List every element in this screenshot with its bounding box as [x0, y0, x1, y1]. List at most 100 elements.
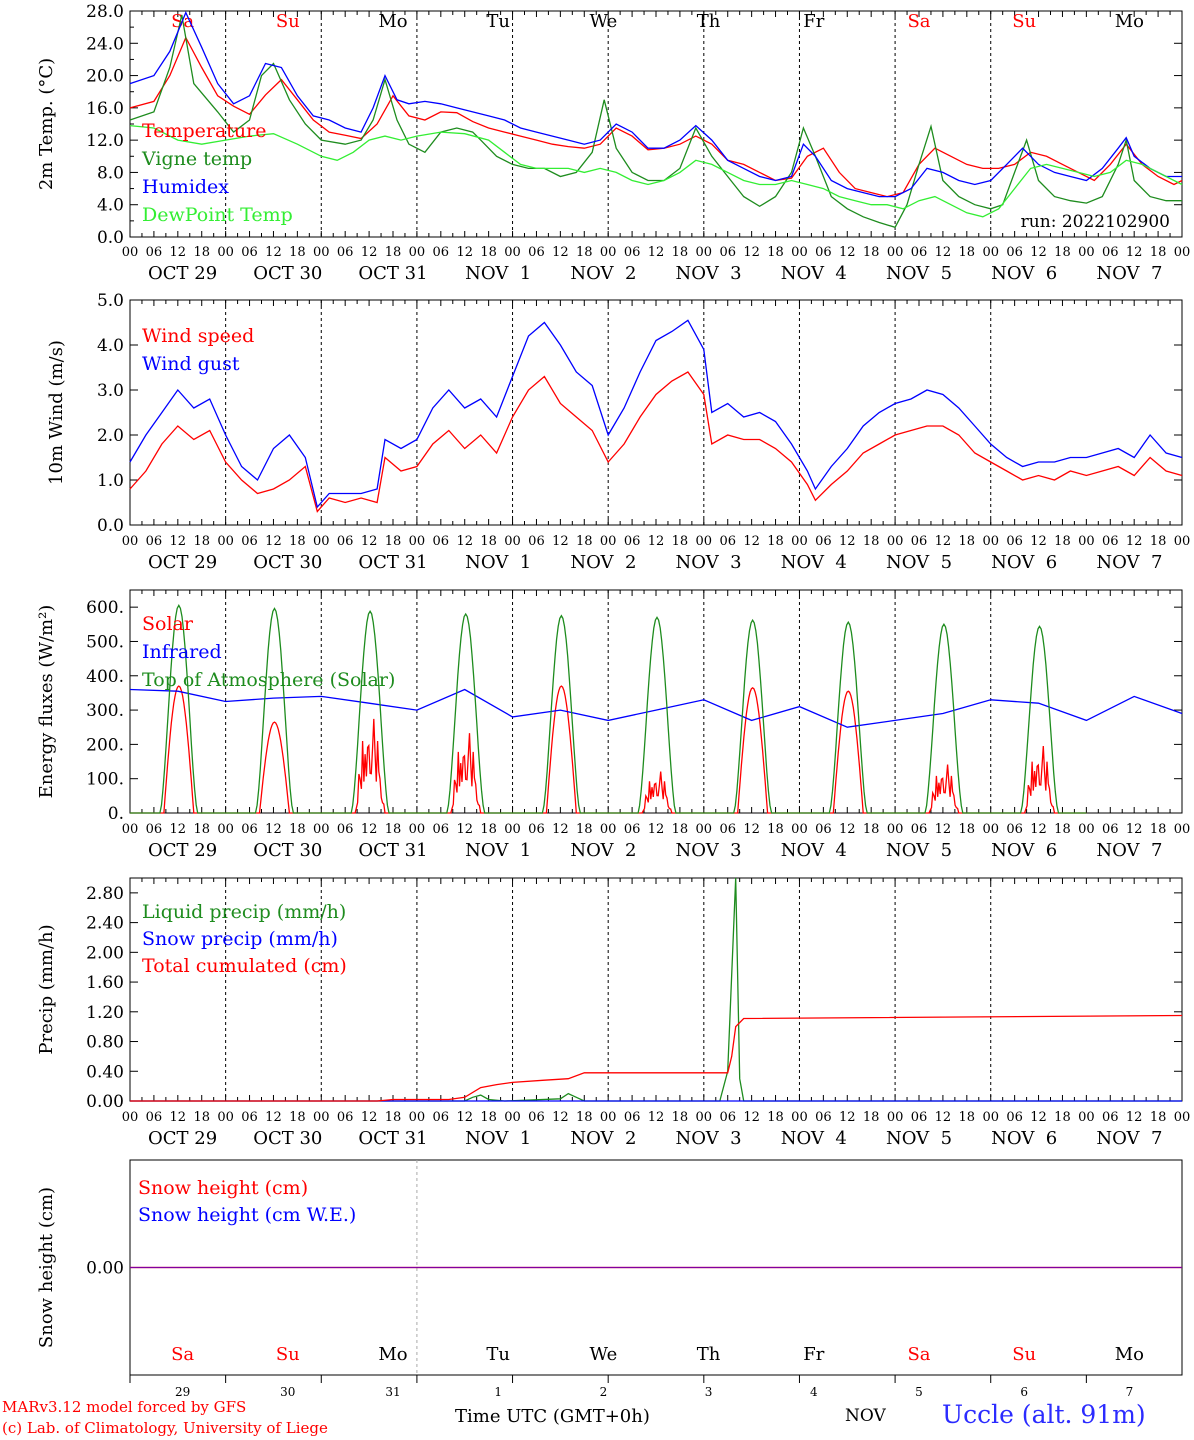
series-line [129, 371, 1183, 513]
hour-tick-label: 00 [313, 534, 330, 549]
date-label: NOV 4 [781, 1128, 847, 1149]
hour-tick-label: 18 [863, 534, 880, 549]
hour-tick-label: 12 [170, 822, 187, 837]
hour-tick-label: 18 [480, 534, 497, 549]
y-tick-label: 4.0 [97, 336, 124, 356]
hour-tick-label: 12 [456, 1110, 473, 1125]
hour-tick-label: 00 [1078, 534, 1095, 549]
hour-tick-label: 18 [959, 534, 976, 549]
hour-tick-label: 12 [265, 822, 282, 837]
y-tick-label: 16.0 [86, 99, 124, 119]
hour-tick-label: 00 [600, 822, 617, 837]
hour-tick-label: 00 [313, 1110, 330, 1125]
hour-tick-label: 18 [767, 822, 784, 837]
hour-tick-label: 18 [385, 245, 402, 260]
hour-tick-label: 18 [1150, 822, 1167, 837]
legend-label: Infrared [142, 641, 222, 663]
hour-tick-label: 06 [528, 245, 545, 260]
hour-tick-label: 18 [289, 534, 306, 549]
date-label: NOV 1 [465, 1128, 531, 1149]
y-axis-label: Snow height (cm) [36, 1187, 57, 1348]
date-label: OCT 29 [148, 840, 217, 861]
hour-tick-label: 06 [433, 822, 450, 837]
hour-tick-label: 12 [839, 822, 856, 837]
y-tick-label: 5.0 [97, 291, 124, 311]
day-of-week-label: Th [697, 1344, 721, 1365]
hour-tick-label: 06 [815, 1110, 832, 1125]
date-label: OCT 30 [253, 263, 322, 284]
hour-tick-label: 18 [959, 1110, 976, 1125]
hour-tick-label: 12 [552, 534, 569, 549]
day-of-week-label: Mo [378, 1344, 407, 1365]
hour-tick-label: 18 [480, 1110, 497, 1125]
hour-tick-label: 18 [767, 1110, 784, 1125]
hour-tick-label: 12 [1126, 822, 1143, 837]
hour-tick-label: 00 [217, 534, 234, 549]
hour-tick-label: 06 [815, 245, 832, 260]
date-label: NOV 3 [676, 263, 742, 284]
y-tick-label: 0.0 [97, 228, 124, 248]
hour-tick-label: 06 [337, 534, 354, 549]
hour-tick-label: 00 [696, 1110, 713, 1125]
y-axis-label: 2m Temp. (°C) [36, 58, 57, 190]
hour-tick-label: 06 [624, 534, 641, 549]
day-number-label: 2 [600, 1385, 608, 1399]
legend-label: Liquid precip (mm/h) [142, 901, 346, 923]
hour-tick-label: 06 [146, 822, 163, 837]
series-line [129, 14, 1182, 229]
date-label: NOV 7 [1096, 263, 1162, 284]
day-of-week-label: We [590, 11, 618, 32]
hour-tick-label: 06 [624, 1110, 641, 1125]
legend-label: Wind gust [142, 353, 240, 375]
y-tick-label: 1.60 [86, 973, 124, 993]
hour-tick-label: 00 [982, 534, 999, 549]
hour-tick-label: 18 [385, 534, 402, 549]
series-line [130, 877, 1182, 1102]
hour-tick-label: 12 [1126, 245, 1143, 260]
day-of-week-label: Su [1012, 1344, 1036, 1365]
date-label: NOV 3 [676, 552, 742, 573]
hour-tick-label: 18 [289, 245, 306, 260]
hour-tick-label: 00 [409, 1110, 426, 1125]
day-of-week-label: Mo [1115, 1344, 1144, 1365]
hour-tick-label: 12 [170, 245, 187, 260]
hour-tick-label: 00 [791, 245, 808, 260]
hour-tick-label: 18 [1150, 245, 1167, 260]
run-annotation: run: 2022102900 [1021, 212, 1170, 232]
legend-label: Wind speed [142, 325, 254, 347]
hour-tick-label: 00 [982, 1110, 999, 1125]
hour-tick-label: 00 [504, 534, 521, 549]
hour-tick-label: 06 [624, 822, 641, 837]
hour-tick-label: 18 [1054, 822, 1071, 837]
y-tick-label: 24.0 [86, 34, 124, 54]
day-number-label: 3 [705, 1385, 713, 1399]
date-label: NOV 1 [465, 840, 531, 861]
y-tick-label: 2.80 [86, 884, 124, 904]
hour-tick-label: 18 [576, 245, 593, 260]
day-of-week-label: Th [697, 11, 721, 32]
y-tick-label: 28.0 [86, 2, 124, 22]
hour-tick-label: 00 [122, 822, 139, 837]
y-axis-label: 10m Wind (m/s) [46, 340, 67, 485]
legend-label: Humidex [142, 176, 229, 198]
hour-tick-label: 12 [935, 245, 952, 260]
date-label: NOV 5 [886, 840, 952, 861]
hour-tick-label: 18 [959, 245, 976, 260]
hour-tick-label: 06 [1006, 1110, 1023, 1125]
y-tick-label: 0.40 [86, 1062, 124, 1082]
hour-tick-label: 18 [1150, 1110, 1167, 1125]
y-tick-label: 500. [86, 632, 124, 652]
hour-tick-label: 00 [122, 534, 139, 549]
y-axis-label: Energy fluxes (W/m²) [36, 605, 57, 799]
day-of-week-label: Fr [803, 1344, 824, 1365]
day-number-label: 5 [915, 1385, 923, 1399]
day-number-label: 1 [494, 1385, 502, 1399]
hour-tick-label: 18 [385, 822, 402, 837]
hour-tick-label: 18 [672, 245, 689, 260]
legend-label: Snow height (cm W.E.) [138, 1204, 356, 1226]
hour-tick-label: 00 [696, 822, 713, 837]
date-label: NOV 4 [781, 263, 847, 284]
hour-tick-label: 00 [1078, 1110, 1095, 1125]
series-line [130, 1014, 1183, 1102]
hour-tick-label: 00 [600, 1110, 617, 1125]
